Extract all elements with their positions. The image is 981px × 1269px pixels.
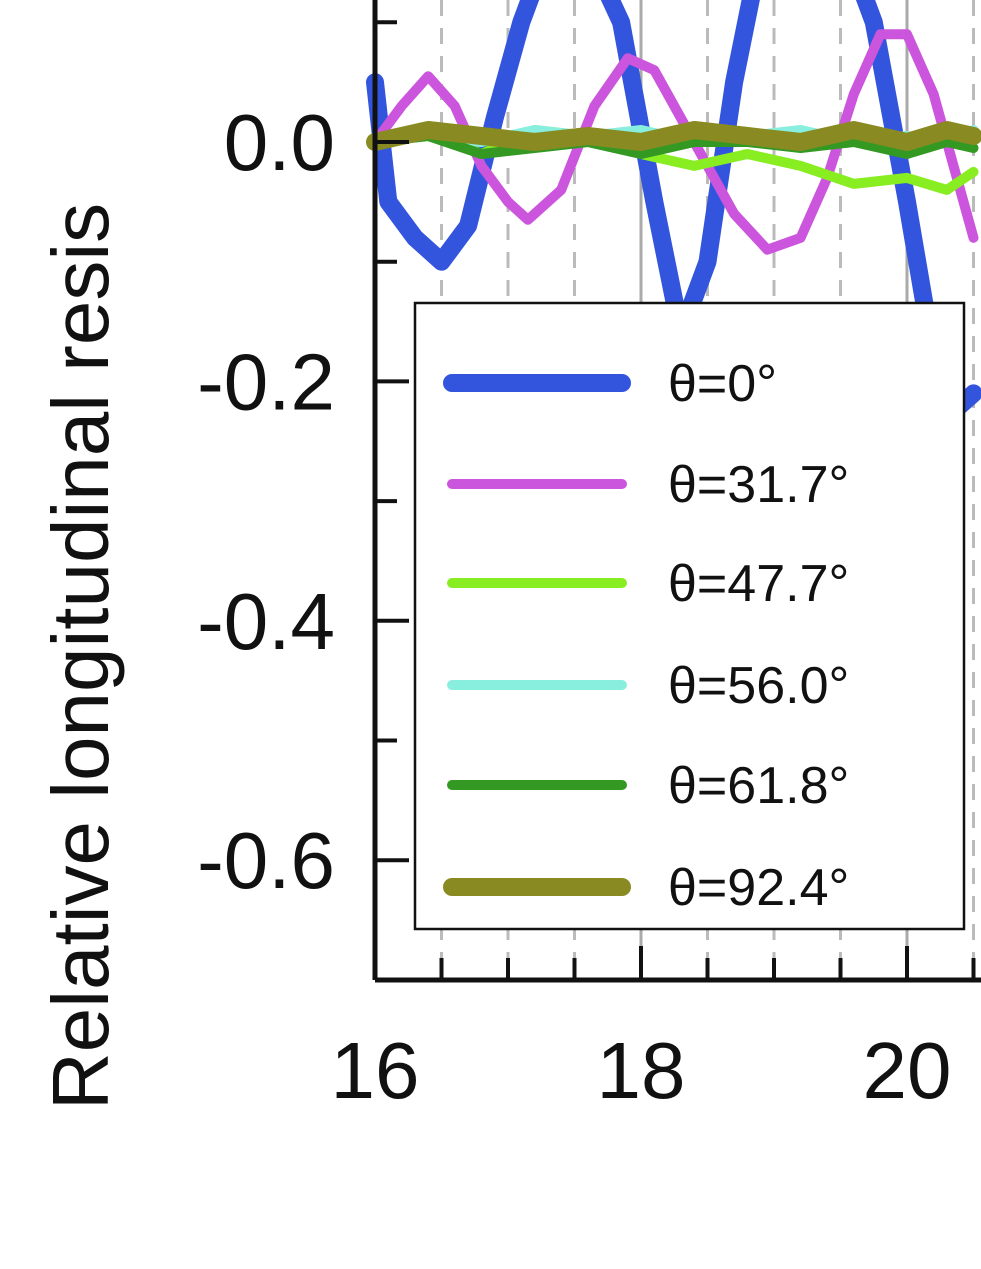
axes-layer	[372, 0, 981, 983]
legend-item: θ=47.7°	[447, 555, 849, 613]
legend-item: θ=61.8°	[447, 757, 849, 815]
y-tick-label: -0.4	[197, 577, 335, 666]
x-tick-label: 20	[863, 1026, 952, 1115]
legend-label: θ=0°	[668, 355, 777, 413]
x-tick-label: 18	[597, 1026, 686, 1115]
y-axis-label: Relative longitudinal resis	[36, 203, 125, 1110]
y-tick-label: 0.0	[224, 98, 335, 187]
legend-items: θ=0° θ=31.7° θ=47.7° θ=56.0° θ=61.8° θ=92.4°	[443, 355, 849, 917]
legend-label: θ=61.8°	[668, 757, 849, 815]
series-layer	[366, 0, 981, 415]
y-tick-label: -0.2	[197, 337, 335, 426]
series-line-5	[366, 121, 981, 151]
legend-item: θ=31.7°	[447, 456, 849, 514]
tick-labels: 16 18 20 0.0 -0.2 -0.4 -0.6	[197, 98, 951, 1115]
series-line-4	[370, 131, 979, 159]
legend-label: θ=92.4°	[668, 859, 849, 917]
legend-label: θ=56.0°	[668, 657, 849, 715]
legend-label: θ=31.7°	[668, 456, 849, 514]
legend: θ=0° θ=31.7° θ=47.7° θ=56.0° θ=61.8° θ=92.4°	[413, 301, 966, 931]
legend-box	[413, 301, 966, 931]
legend-label: θ=47.7°	[668, 555, 849, 613]
legend-item: θ=0°	[443, 355, 777, 413]
y-tick-label: -0.6	[197, 816, 335, 905]
x-tick-label: 16	[331, 1026, 420, 1115]
legend-item: θ=56.0°	[447, 657, 849, 715]
legend-item: θ=92.4°	[443, 859, 849, 917]
